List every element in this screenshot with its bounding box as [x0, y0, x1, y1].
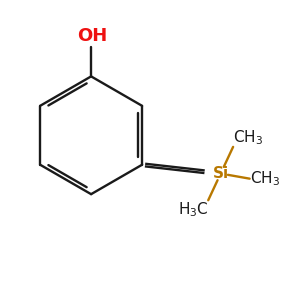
- Text: $\mathrm{CH_3}$: $\mathrm{CH_3}$: [233, 128, 263, 147]
- Text: $\mathrm{H_3C}$: $\mathrm{H_3C}$: [178, 200, 208, 219]
- Text: $\mathrm{CH_3}$: $\mathrm{CH_3}$: [250, 169, 280, 188]
- Text: Si: Si: [213, 166, 229, 181]
- Text: OH: OH: [77, 28, 108, 46]
